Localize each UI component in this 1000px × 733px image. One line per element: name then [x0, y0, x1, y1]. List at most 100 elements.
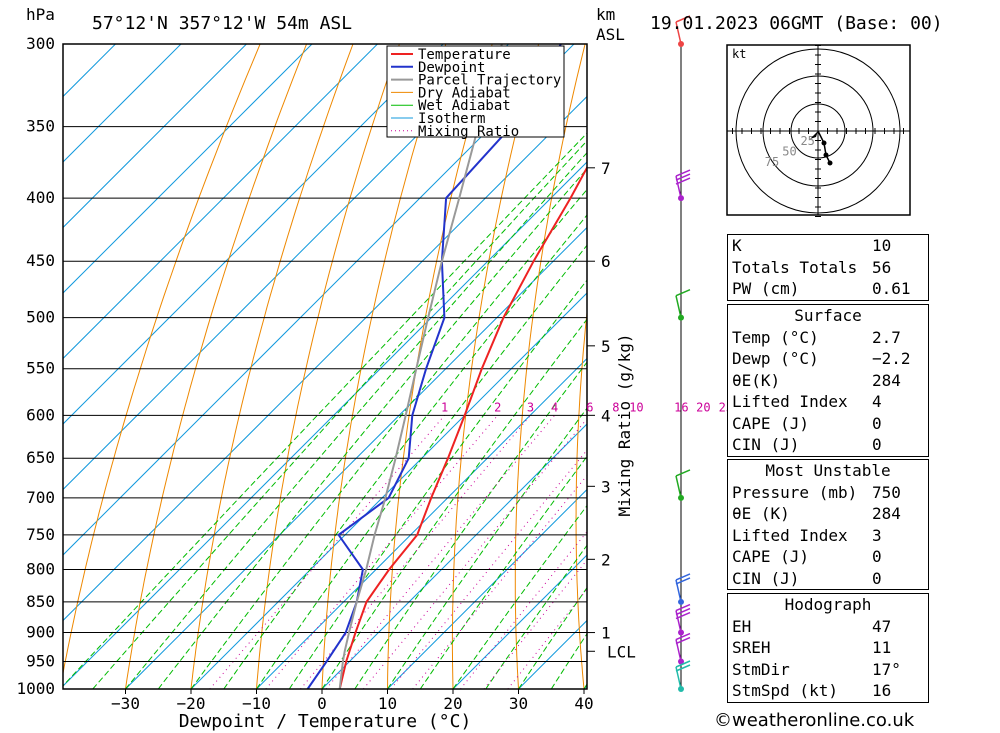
legend-entry: Temperature [418, 47, 511, 63]
pressure-tick-label: 600 [26, 405, 55, 424]
row-label: CAPE (J) [732, 547, 810, 566]
legend-entry: Isotherm [418, 111, 485, 127]
wind-barb [675, 636, 691, 645]
mixing-ratio-label: 20 [696, 400, 710, 414]
mixing-ratio-label: 4 [551, 400, 558, 414]
isotherm-line [63, 44, 116, 98]
km-tick-label: 6 [601, 252, 611, 271]
x-tick-label: −10 [242, 694, 271, 713]
wind-barb-staff [675, 21, 682, 45]
pressure-tick-label: 750 [26, 525, 55, 544]
isotherm-line [63, 44, 313, 294]
row-value: 2.7 [872, 327, 901, 347]
legend-entry: Dewpoint [418, 60, 485, 76]
row-label: CIN (J) [732, 568, 800, 588]
row-value: 17° [872, 659, 901, 679]
y2-axis-label: Mixing Ratio (g/kg) [615, 333, 634, 516]
hodograph-ring-label: 75 [765, 155, 779, 169]
pressure-tick-label: 550 [26, 359, 55, 378]
location-title: 57°12'N 357°12'W 54m ASL [92, 13, 352, 34]
table-row: K 10 [728, 235, 928, 257]
isotherm-line [63, 44, 378, 360]
row-value: 0 [872, 547, 882, 566]
pressure-unit-label: hPa [26, 5, 55, 24]
mixing-ratio-label: 10 [629, 400, 643, 414]
wind-barb [675, 660, 691, 668]
legend-entry: Dry Adiabat [418, 85, 511, 101]
isotherm-line [321, 423, 587, 689]
row-label: StmSpd (kt) [732, 681, 838, 700]
km-tick-label: 4 [601, 406, 611, 425]
pressure-tick-label: 350 [26, 117, 55, 136]
isotherm-line [63, 161, 587, 687]
datetime-title: 19.01.2023 06GMT (Base: 00) [650, 13, 943, 34]
pressure-tick-label: 700 [26, 488, 55, 507]
wind-barb [675, 632, 691, 641]
x-tick-label: −30 [111, 694, 140, 713]
wet-adiabat-line [63, 132, 587, 687]
isotherm-line [190, 292, 587, 689]
height-ref-label: ASL [596, 25, 625, 44]
mixing-ratio-label: 8 [612, 400, 619, 414]
table-row: StmSpd (kt) 16 [728, 680, 928, 702]
row-label: Lifted Index [732, 525, 848, 545]
pressure-tick-label: 850 [26, 592, 55, 611]
row-value: −2.2 [872, 349, 911, 368]
table-row: PW (cm) 0.61 [728, 278, 928, 300]
table-row: Dewp (°C) −2.2 [728, 348, 928, 370]
dry-adiabat-line [954, 44, 1000, 689]
copyright-footer[interactable]: ©weatheronline.co.uk [714, 710, 915, 731]
surface-panel: Surface Temp (°C) 2.7 Dewp (°C) −2.2 θE(K) 28… [727, 304, 929, 457]
hodograph-ring-label: 50 [782, 145, 796, 159]
dry-adiabat-line [387, 44, 493, 689]
row-value: 11 [872, 638, 892, 657]
wind-barb [675, 288, 691, 297]
series-line-dewpoint [306, 44, 562, 689]
km-tick-label: 3 [601, 477, 611, 496]
wind-barb [675, 664, 691, 672]
mixing-ratio-label: 1 [441, 400, 448, 414]
row-label: Lifted Index [732, 392, 848, 411]
wind-barb-staff [675, 639, 682, 662]
wet-adiabat-line [288, 279, 587, 689]
wet-adiabat-line [452, 504, 587, 689]
isotherm-line [63, 44, 444, 425]
wet-adiabat-line [157, 168, 587, 689]
mixing-ratio-label: 2 [494, 400, 501, 414]
row-value: 10 [872, 236, 892, 255]
pressure-tick-label: 500 [26, 308, 55, 327]
x-tick-label: −20 [177, 694, 206, 713]
km-tick-label: 7 [601, 159, 611, 178]
x-axis-label: Dewpoint / Temperature (°C) [179, 711, 472, 732]
mixing-ratio-label: 3 [527, 400, 534, 414]
wind-barb [675, 469, 691, 477]
table-row: CAPE (J) 0 [728, 413, 928, 435]
hodograph-trace [817, 130, 831, 164]
wind-barb-staff [675, 475, 682, 499]
pressure-tick-label: 950 [26, 652, 55, 671]
hodograph-stats-panel: Hodograph EH 47 SREH 11 StmDir 17° StmSpd (kt)… [727, 593, 929, 703]
hodograph-ring-label: 25 [800, 134, 814, 148]
wet-adiabat-line [125, 151, 587, 689]
table-row: Lifted Index 4 [728, 391, 928, 413]
row-label: CAPE (J) [732, 413, 810, 433]
wind-barb-staff [675, 666, 682, 690]
row-label: EH [732, 616, 752, 636]
table-row: Pressure (mb) 750 [728, 482, 928, 504]
surface-title: Surface [794, 306, 862, 325]
x-tick-label: 40 [574, 694, 593, 713]
pressure-tick-label: 650 [26, 448, 55, 467]
isotherm-line [63, 44, 247, 229]
row-value: 0.61 [872, 279, 911, 298]
wind-barb [675, 577, 691, 585]
row-value: 4 [872, 392, 882, 411]
table-row: StmDir 17° [728, 659, 928, 681]
most-unstable-panel: Most Unstable Pressure (mb) 750 θE (K) 284 L… [727, 459, 929, 590]
row-label: K [732, 236, 742, 255]
table-row: SREH 11 [728, 637, 928, 659]
km-tick-label: 5 [601, 337, 611, 356]
row-value: 56 [872, 257, 892, 277]
pressure-tick-label: 900 [26, 623, 55, 642]
row-value: 284 [872, 504, 901, 523]
